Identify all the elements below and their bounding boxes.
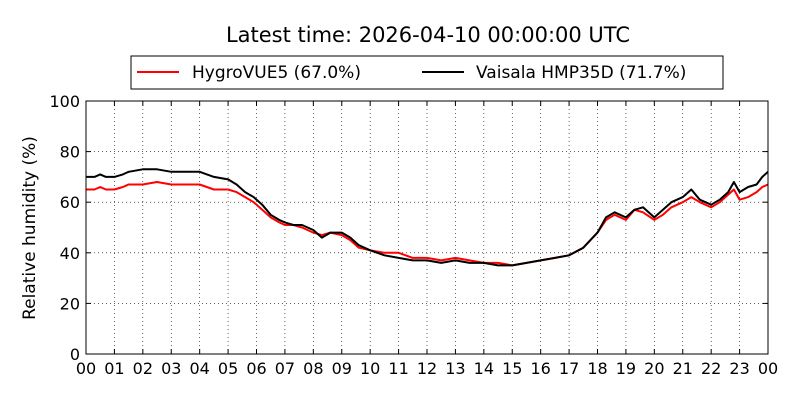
y-tick-label: 0 bbox=[70, 345, 80, 364]
x-tick-label: 11 bbox=[388, 359, 408, 378]
plot-frame bbox=[85, 100, 769, 355]
x-tick-label: 05 bbox=[218, 359, 238, 378]
legend-label-vaisala: Vaisala HMP35D (71.7%) bbox=[476, 63, 686, 83]
chart-title: Latest time: 2026-04-10 00:00:00 UTC bbox=[226, 23, 630, 47]
x-tick-label: 19 bbox=[616, 359, 636, 378]
x-tick-label: 09 bbox=[332, 359, 352, 378]
y-tick-label: 60 bbox=[60, 193, 80, 212]
x-tick-label: 15 bbox=[502, 359, 522, 378]
x-tick-label: 21 bbox=[673, 359, 693, 378]
x-tick-label: 17 bbox=[559, 359, 579, 378]
series-line-vaisala bbox=[86, 168, 769, 267]
x-tick-label: 22 bbox=[701, 359, 721, 378]
x-tick-label: 18 bbox=[587, 359, 607, 378]
x-tick-label: 16 bbox=[530, 359, 550, 378]
axis-ticks bbox=[85, 100, 769, 355]
y-axis-label: Relative humidity (%) bbox=[20, 136, 40, 320]
series-lines bbox=[86, 168, 769, 267]
x-tick-label: 02 bbox=[133, 359, 153, 378]
x-tick-label: 12 bbox=[417, 359, 437, 378]
y-tick-label: 80 bbox=[60, 143, 80, 162]
x-tick-label: 04 bbox=[189, 359, 209, 378]
x-tick-label: 03 bbox=[161, 359, 181, 378]
x-tick-label: 23 bbox=[729, 359, 749, 378]
x-tick-label: 14 bbox=[474, 359, 494, 378]
y-tick-label: 100 bbox=[49, 92, 80, 111]
legend: HygroVUE5 (67.0%) Vaisala HMP35D (71.7%) bbox=[130, 55, 724, 90]
series-line-hygrovue5 bbox=[86, 181, 769, 267]
y-tick-label: 40 bbox=[60, 244, 80, 263]
x-tick-label: 00 bbox=[758, 359, 778, 378]
x-tick-label: 10 bbox=[360, 359, 380, 378]
x-tick-label: 06 bbox=[246, 359, 266, 378]
x-tick-label: 01 bbox=[104, 359, 124, 378]
x-axis-tick-labels: 00 01 02 03 04 05 06 07 08 09 10 11 12 13 14 15 16 17 18 19… bbox=[76, 359, 778, 378]
y-tick-label: 20 bbox=[60, 294, 80, 313]
legend-label-hygrovue5: HygroVUE5 (67.0%) bbox=[192, 63, 361, 83]
x-tick-label: 07 bbox=[275, 359, 295, 378]
x-tick-label: 00 bbox=[76, 359, 96, 378]
grid bbox=[86, 101, 768, 354]
x-tick-label: 20 bbox=[644, 359, 664, 378]
x-tick-label: 13 bbox=[445, 359, 465, 378]
y-axis-tick-labels: 0 20 40 60 80 100 bbox=[49, 92, 80, 364]
x-tick-label: 08 bbox=[303, 359, 323, 378]
